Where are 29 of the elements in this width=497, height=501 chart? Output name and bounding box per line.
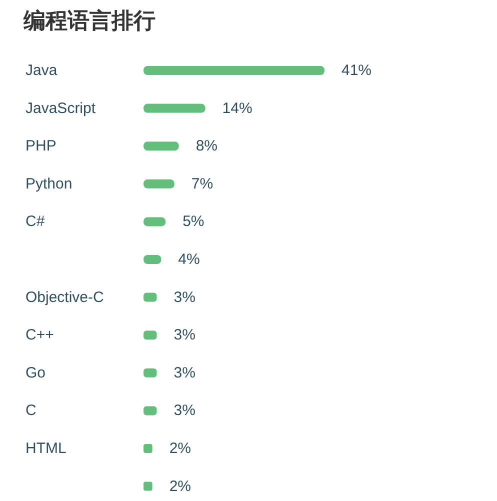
y-tick-label: Go — [26, 364, 46, 382]
bar — [144, 142, 179, 151]
data-label: 3% — [174, 288, 196, 306]
data-label: 41% — [342, 62, 372, 79]
data-label: 5% — [182, 213, 204, 230]
y-tick-label: PHP — [26, 138, 56, 155]
y-tick-label: Objective-C — [26, 288, 104, 306]
y-tick-label: HTML — [26, 440, 66, 457]
y-tick-label: Python — [26, 175, 72, 192]
bar — [144, 179, 174, 188]
y-tick-label: C — [26, 402, 36, 420]
data-label: 8% — [196, 138, 218, 155]
data-label: 4% — [178, 251, 200, 268]
y-tick-label: Java — [26, 62, 58, 79]
data-label: 3% — [174, 402, 196, 420]
y-tick-label: JavaScript — [26, 100, 96, 117]
bar — [144, 104, 206, 113]
bar — [144, 444, 152, 453]
y-tick-label: C# — [26, 213, 46, 230]
data-label: 14% — [222, 100, 252, 117]
data-label: 2% — [169, 478, 192, 495]
data-label: 3% — [174, 326, 196, 344]
data-label: 3% — [174, 364, 196, 382]
bar — [144, 66, 324, 75]
data-label: 2% — [169, 440, 192, 457]
chart-title: 编程语言排行 — [22, 8, 156, 33]
data-label: 7% — [191, 175, 214, 192]
y-tick-label: C++ — [26, 326, 54, 344]
bar — [144, 482, 152, 491]
